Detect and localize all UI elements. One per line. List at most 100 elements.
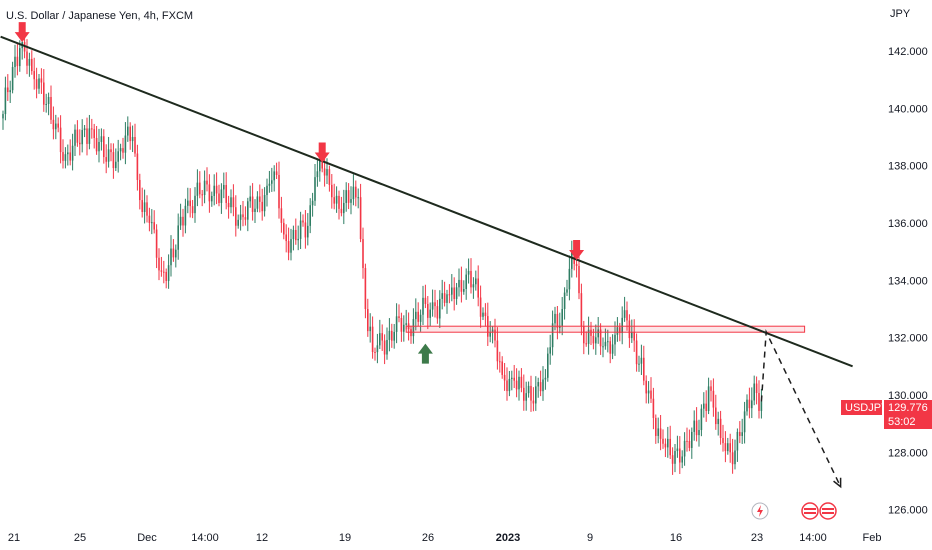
candle-body: [511, 377, 513, 379]
up-arrow-icon: [417, 343, 433, 364]
x-tick-label: 2023: [496, 532, 520, 544]
candle-body: [38, 78, 40, 89]
candle-body: [539, 382, 542, 392]
candle-body: [338, 195, 340, 209]
candle-body: [753, 383, 755, 401]
candle-body: [95, 137, 98, 152]
candle-body: [391, 330, 393, 341]
candle-body: [220, 189, 223, 203]
candle-body: [758, 393, 760, 411]
candle-body: [398, 316, 400, 319]
x-tick-label: 14:00: [799, 532, 827, 544]
candle-body: [347, 190, 350, 203]
candle-body: [566, 289, 568, 293]
candle-body: [499, 361, 501, 363]
currency-label: JPY: [890, 8, 911, 20]
candle-body: [734, 450, 736, 465]
candle-body: [561, 309, 563, 326]
candle-body: [350, 199, 352, 203]
candle-body: [652, 398, 655, 418]
resistance-zone[interactable]: [405, 325, 806, 333]
candle-body: [153, 222, 155, 230]
price-axis[interactable]: 142.000 140.000 138.000 136.000 134.000 132.0…: [888, 46, 928, 517]
y-tick-label: 130.000: [888, 390, 928, 402]
candle-body: [359, 197, 362, 240]
event-icons[interactable]: [751, 502, 837, 520]
candle-body: [299, 220, 302, 239]
candle-body: [523, 387, 525, 401]
drawings-layer: [0, 22, 853, 489]
candle-body: [225, 184, 227, 203]
candle-body: [583, 326, 585, 344]
candle-body: [667, 438, 669, 448]
candle-body: [470, 270, 472, 288]
candle-body: [592, 335, 595, 344]
candle-body: [131, 137, 134, 142]
candle-body: [287, 241, 290, 253]
candle-body: [496, 340, 499, 362]
candle-body: [290, 239, 292, 253]
us-flag-event-icon[interactable]: [819, 502, 837, 520]
candle-body: [595, 337, 597, 344]
y-tick-label: 134.000: [888, 275, 928, 287]
candle-body: [542, 379, 544, 392]
down-arrow-icon: [314, 142, 330, 163]
candle-body: [619, 327, 621, 334]
candle-body: [189, 200, 191, 207]
time-axis[interactable]: 21 25 Dec 14:00 12 19 26 2023 9 16 23 14:00 Feb: [8, 532, 882, 544]
candle-body: [57, 123, 59, 128]
candle-body: [26, 51, 28, 66]
candle-body: [597, 329, 599, 338]
candle-body: [631, 331, 633, 339]
candle-body: [403, 324, 405, 332]
candle-body: [19, 48, 21, 67]
x-tick-label: 21: [8, 532, 20, 544]
candle-body: [683, 440, 686, 457]
candle-body: [609, 341, 611, 354]
candle-body: [203, 180, 206, 196]
candle-body: [43, 82, 45, 105]
candle-body: [482, 312, 484, 317]
trendline[interactable]: [0, 35, 853, 368]
candle-body: [575, 263, 578, 266]
chart-title: U.S. Dollar / Japanese Yen, 4h, FXCM: [6, 10, 193, 22]
countdown-label: 53:02: [888, 416, 916, 428]
candle-body: [395, 316, 398, 332]
candle-body: [196, 182, 199, 196]
y-tick-label: 132.000: [888, 333, 928, 345]
candle-body: [489, 331, 491, 337]
candle-body: [268, 183, 271, 186]
symbol-badge: [841, 400, 882, 415]
candle-body: [355, 186, 357, 198]
candle-body: [707, 386, 710, 412]
candle-body: [748, 399, 751, 409]
candle-body: [175, 249, 177, 258]
candle-body: [40, 78, 43, 83]
candle-body: [463, 289, 465, 292]
candle-body: [273, 171, 275, 181]
symbol-label: USDJPY: [845, 402, 889, 414]
candle-body: [508, 378, 511, 392]
candle-body: [335, 195, 338, 204]
candle-body: [724, 443, 727, 452]
candle-body: [59, 127, 62, 153]
candle-body: [333, 197, 335, 204]
us-flag-stripe-icon: [804, 508, 816, 510]
candle-body: [429, 309, 431, 318]
projection-path[interactable]: [760, 329, 842, 488]
candle-body: [628, 320, 631, 339]
candle-body: [4, 87, 7, 115]
candle-body: [431, 302, 434, 310]
candle-body: [604, 341, 607, 347]
candle-body: [681, 456, 683, 463]
last-price-badge: USDJPY 129.776 53:02: [841, 400, 932, 429]
candle-body: [244, 217, 247, 220]
us-flag-event-icon[interactable]: [801, 502, 819, 520]
candle-body: [170, 248, 172, 266]
candle-body: [731, 452, 734, 465]
candle-body: [635, 340, 638, 365]
candle-body: [501, 361, 503, 375]
candle-body: [674, 451, 676, 464]
y-tick-label: 128.000: [888, 447, 928, 459]
